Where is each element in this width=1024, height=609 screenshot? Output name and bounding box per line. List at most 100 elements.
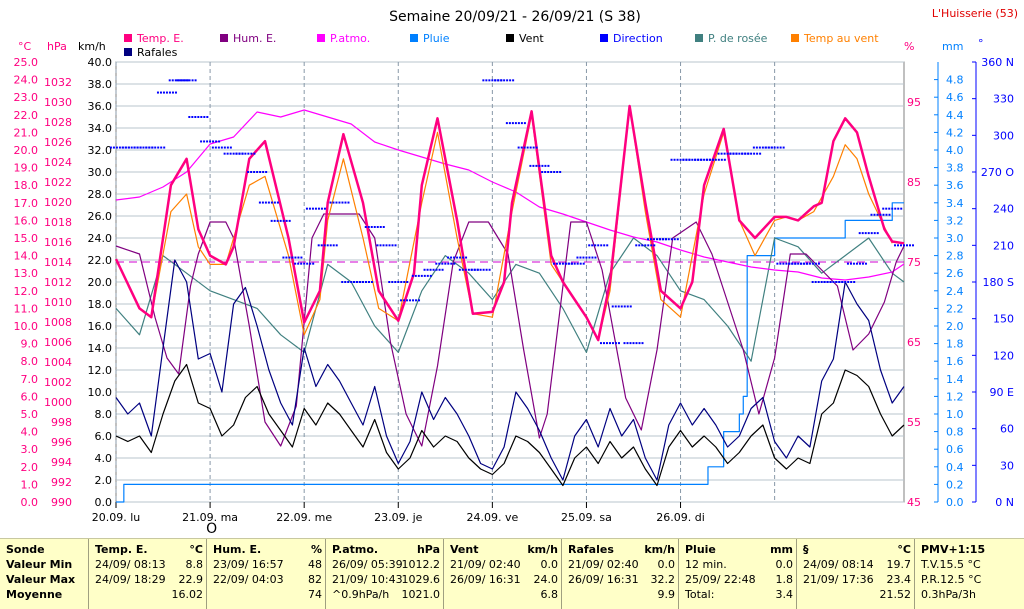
rain-tick-label: 0.4 — [946, 461, 964, 474]
hum-tick-label: 65 — [907, 336, 921, 349]
direction-point — [206, 140, 209, 143]
direction-point — [700, 158, 703, 161]
direction-point — [605, 342, 608, 345]
direction-point — [658, 238, 661, 241]
direction-point — [629, 342, 632, 345]
direction-point — [282, 219, 285, 222]
wind-tick-label: 18.0 — [88, 298, 113, 311]
dir-tick-label: 60 — [1000, 423, 1014, 436]
direction-point — [282, 256, 285, 259]
stats-column-title: Rafales — [568, 543, 614, 556]
wind-tick-label: 34.0 — [88, 122, 113, 135]
temp-tick-label: 4.0 — [21, 426, 39, 439]
press-tick-label: 1008 — [44, 316, 72, 329]
stats-cell-row: Total: 3.4 — [685, 587, 793, 602]
direction-point — [906, 244, 908, 247]
stats-row-label-text: Valeur Max — [6, 573, 76, 586]
legend-swatch — [124, 48, 132, 56]
stats-row-label-text: Sonde — [6, 543, 45, 556]
direction-point — [244, 152, 247, 155]
direction-point — [867, 232, 870, 235]
direction-point — [870, 232, 873, 235]
direction-point — [861, 232, 864, 235]
direction-point — [511, 122, 514, 125]
direction-point — [441, 268, 444, 271]
direction-point — [611, 305, 614, 308]
temp-tick-label: 6.0 — [21, 390, 39, 403]
stats-row-labels: Sonde Valeur Min Valeur Max Moyenne — [0, 539, 88, 609]
direction-point — [850, 281, 853, 283]
direction-point — [115, 146, 118, 149]
direction-point — [814, 262, 817, 265]
direction-point — [376, 226, 379, 228]
direction-point — [799, 262, 802, 265]
direction-point — [247, 171, 250, 173]
direction-point — [379, 226, 382, 228]
direction-point — [485, 79, 488, 82]
direction-point — [773, 146, 776, 149]
direction-point — [888, 213, 891, 216]
direction-point — [847, 281, 850, 283]
direction-point — [159, 91, 162, 94]
direction-point — [456, 256, 459, 259]
direction-point — [756, 152, 759, 155]
direction-point — [849, 262, 852, 265]
direction-point — [556, 171, 559, 173]
rain-tick-label: 0.8 — [946, 426, 964, 439]
stats-column-header: Pluie mm — [685, 542, 793, 557]
wind-tick-label: 30.0 — [88, 166, 113, 179]
direction-point — [453, 256, 456, 259]
direction-point — [218, 140, 221, 143]
direction-point — [385, 244, 388, 247]
press-tick-label: 990 — [51, 496, 72, 509]
direction-point — [879, 213, 882, 216]
stats-cell-date: ^0.9hPa/h — [332, 588, 390, 601]
direction-point — [211, 146, 214, 149]
direction-point — [509, 79, 512, 82]
press-tick-label: 994 — [51, 456, 72, 469]
direction-point — [397, 281, 400, 283]
rain-tick-label: 0.2 — [946, 478, 964, 491]
wind-tick-label: 10.0 — [88, 386, 113, 399]
series-line-pluie — [116, 202, 904, 503]
temp-tick-label: 2.0 — [21, 461, 39, 474]
unit-temp: °C — [18, 40, 32, 53]
direction-point — [550, 171, 553, 173]
stats-cell-date: 21/09/ 10:43 — [332, 573, 403, 586]
stats-column: Temp. E. °C 24/09/ 08:13 8.8 24/09/ 18:29 22.… — [88, 539, 207, 609]
temp-tick-label: 0.0 — [21, 496, 39, 509]
rain-tick-label: 2.6 — [946, 267, 964, 280]
temp-tick-label: 11.0 — [14, 302, 39, 315]
direction-point — [294, 262, 297, 265]
legend-swatch — [220, 34, 228, 42]
x-tick-label: 26.09. di — [656, 511, 705, 524]
direction-point — [573, 262, 576, 265]
direction-point — [759, 152, 762, 155]
direction-point — [326, 244, 329, 247]
direction-point — [559, 171, 562, 173]
stats-column-title: Vent — [450, 543, 479, 556]
direction-point — [832, 281, 835, 283]
direction-point — [294, 256, 297, 259]
stats-cell-date: 24/09/ 08:14 — [803, 558, 874, 571]
stats-column-unit: % — [310, 543, 322, 556]
direction-point — [464, 268, 467, 271]
direction-point — [767, 146, 770, 149]
direction-point — [406, 281, 409, 283]
direction-point — [142, 146, 145, 149]
direction-point — [403, 299, 406, 302]
direction-point — [223, 152, 226, 155]
direction-point — [717, 158, 720, 161]
direction-point — [288, 256, 291, 259]
hum-tick-label: 45 — [907, 496, 921, 509]
stats-column-header: Hum. E.% — [213, 542, 322, 557]
direction-point — [597, 244, 600, 247]
stats-cell-date: 0.3hPa/3h — [921, 588, 977, 601]
direction-point — [320, 244, 323, 247]
direction-point — [415, 299, 418, 302]
chart-grid — [115, 61, 904, 503]
direction-point — [770, 146, 773, 149]
direction-point — [512, 79, 515, 82]
direction-point — [447, 262, 450, 265]
rain-tick-label: 4.8 — [946, 74, 964, 87]
